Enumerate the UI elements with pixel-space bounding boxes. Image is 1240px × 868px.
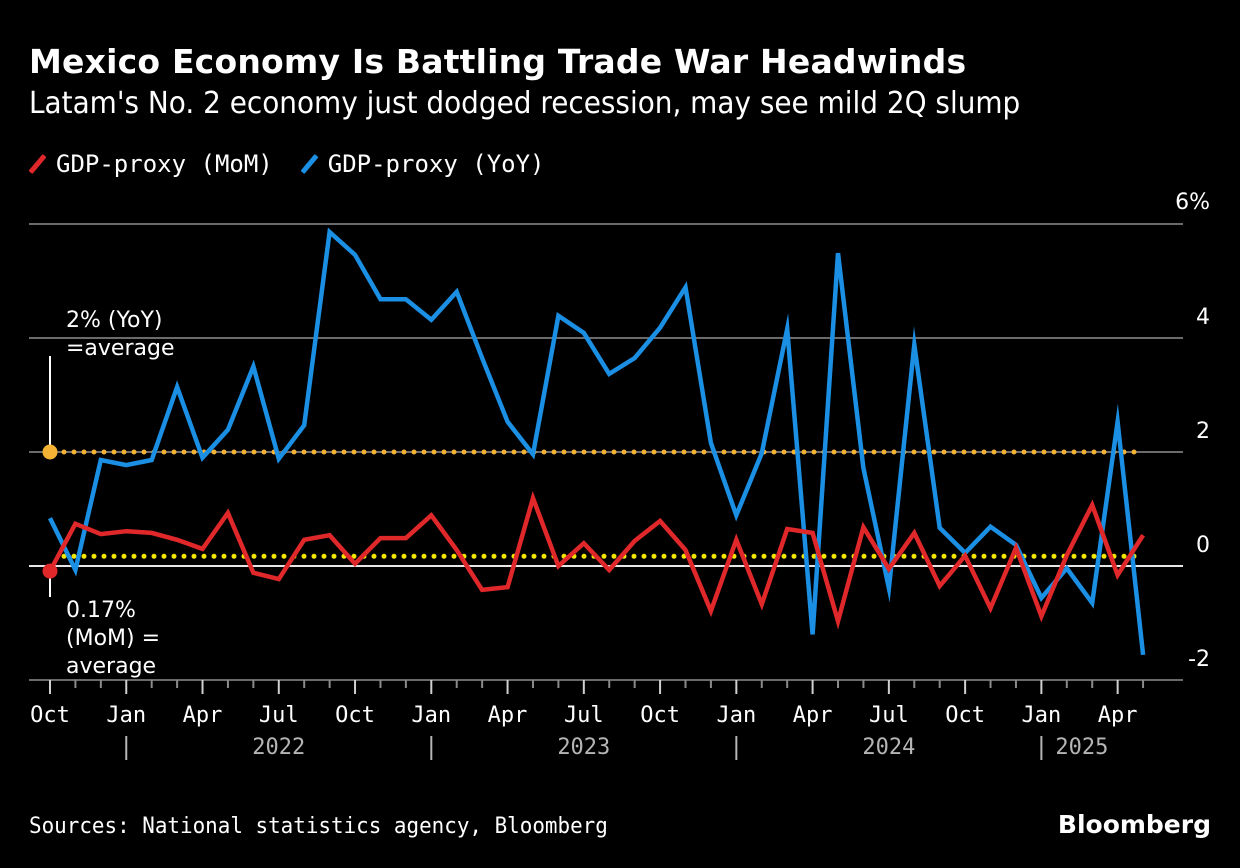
bloomberg-logo: Bloomberg <box>1057 810 1211 839</box>
annotation-dot-yoy <box>42 444 58 460</box>
legend: GDP-proxy (MoM) GDP-proxy (YoY) <box>28 150 573 178</box>
x-tick-label: Jul <box>564 703 604 728</box>
legend-label-mom: GDP-proxy (MoM) <box>56 150 273 178</box>
y-tick-label: 4 <box>1196 305 1210 330</box>
annotation-dot-mom <box>42 563 58 579</box>
annotation-text-yoy: 2% (YoY) <box>66 308 162 333</box>
y-tick-label: 2 <box>1196 419 1210 444</box>
legend-label-yoy: GDP-proxy (YoY) <box>327 150 545 178</box>
chart-subtitle: Latam's No. 2 economy just dodged recess… <box>29 86 1021 121</box>
x-tick-label: Oct <box>640 703 680 728</box>
y-tick-label: 0 <box>1196 533 1210 558</box>
x-year-label: 2023 <box>557 735 610 760</box>
x-year-label: 2022 <box>252 735 305 760</box>
x-tick-label: Oct <box>945 703 985 728</box>
annotations: 2% (YoY) =average 0.17% (MoM) = average <box>42 308 175 679</box>
source-note: Sources: National statistics agency, Blo… <box>29 814 608 839</box>
x-tick-label: Apr <box>1098 703 1138 728</box>
reference-lines <box>61 449 1146 559</box>
y-tick-label: -2 <box>1188 647 1210 672</box>
chart-title: Mexico Economy Is Battling Trade War Hea… <box>29 42 967 81</box>
legend-item-yoy: GDP-proxy (YoY) <box>300 150 545 178</box>
x-year-label: 2024 <box>862 735 915 760</box>
x-year-label: 2025 <box>1055 735 1108 760</box>
series-line-mom <box>48 491 1145 630</box>
legend-item-mom: GDP-proxy (MoM) <box>28 150 273 178</box>
annotation-text-mom: (MoM) = <box>66 626 160 651</box>
x-tick-label: Jul <box>259 703 299 728</box>
x-tick-label: Oct <box>335 703 375 728</box>
series-line-yoy <box>47 227 1146 656</box>
y-tick-label: 6% <box>1175 190 1210 215</box>
series-lines <box>47 227 1146 656</box>
x-tick-label: Jan <box>716 703 756 728</box>
x-tick-label: Apr <box>793 703 833 728</box>
annotation-text-mom: average <box>66 654 156 679</box>
x-tick-label: Apr <box>488 703 528 728</box>
gridlines <box>29 223 1183 567</box>
x-tick-label: Oct <box>30 703 70 728</box>
annotation-text-mom: 0.17% <box>66 598 136 623</box>
x-tick-label: Jan <box>411 703 451 728</box>
x-tick-label: Apr <box>183 703 223 728</box>
x-tick-label: Jan <box>106 703 146 728</box>
x-axis: Oct Jan Apr Jul Oct Jan Apr Jul Oct Jan Apr Jul Oct J… <box>29 679 1183 760</box>
x-tick-label: Jan <box>1022 703 1062 728</box>
annotation-text-yoy: =average <box>66 336 175 361</box>
y-axis-labels: 6% 4 2 0 -2 <box>1175 190 1210 672</box>
x-tick-label: Jul <box>869 703 909 728</box>
